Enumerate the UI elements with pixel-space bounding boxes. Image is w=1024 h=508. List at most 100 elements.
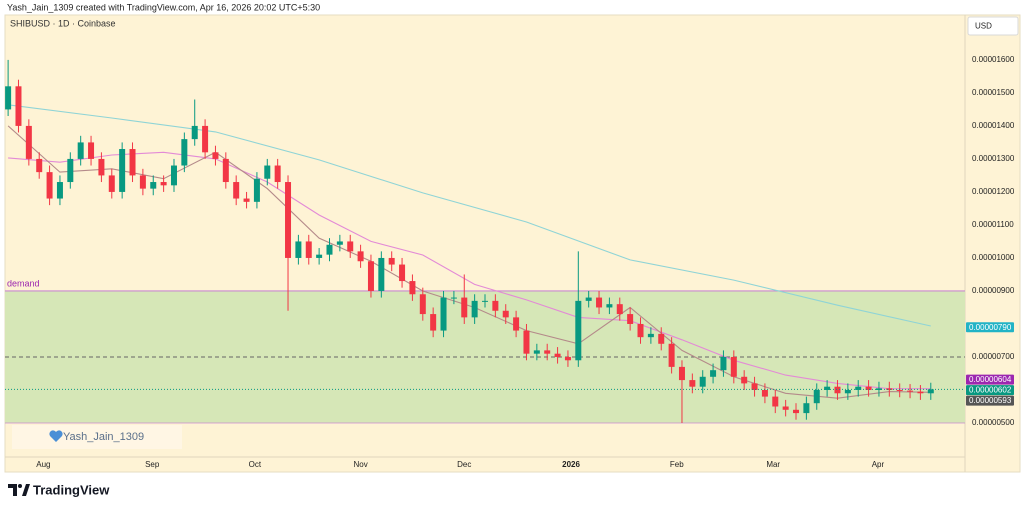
candle-body — [139, 175, 146, 189]
y-tick-label: 0.00000900 — [972, 286, 1015, 295]
candle-body — [77, 142, 84, 159]
candle-body — [482, 300, 488, 302]
price-label: 0.00000602 — [969, 386, 1012, 395]
candle-body — [119, 149, 126, 192]
y-tick-label: 0.00001000 — [972, 253, 1015, 262]
candle-body — [46, 172, 53, 199]
logo-mark — [22, 484, 30, 496]
y-tick-label: 0.00001300 — [972, 154, 1015, 163]
price-label-box — [966, 395, 1014, 406]
candle-body — [803, 403, 810, 414]
candle-body — [596, 297, 603, 308]
price-label-box — [966, 374, 1014, 385]
candle-body — [399, 264, 406, 282]
candle-body — [222, 158, 229, 183]
candle-body — [575, 300, 582, 361]
watermark-box — [12, 425, 182, 449]
candle-body — [585, 297, 592, 301]
y-tick-label: 0.00001500 — [972, 88, 1015, 97]
watermark-text: Yash_Jain_1309 — [63, 431, 144, 443]
x-tick-label: Apr — [872, 460, 885, 469]
candle-body — [502, 310, 509, 318]
candle-body — [627, 314, 634, 324]
heart-icon — [49, 430, 63, 442]
candle-body — [88, 142, 95, 159]
candle-body — [855, 386, 862, 390]
candle-body — [347, 241, 354, 252]
candle-body — [720, 356, 727, 371]
candle-body — [108, 175, 115, 192]
candle-body — [430, 314, 437, 331]
x-tick-label: 2026 — [562, 460, 580, 469]
candle-body — [813, 389, 820, 404]
candle-body — [927, 389, 934, 394]
candle-body — [606, 304, 613, 308]
candle-body — [264, 165, 271, 179]
candle-body — [907, 390, 914, 392]
candle-body — [844, 389, 851, 394]
price-label: 0.00000593 — [969, 396, 1012, 405]
candle-body — [533, 350, 540, 354]
candle-body — [253, 178, 260, 202]
candle-body — [544, 350, 551, 354]
candle-body — [513, 317, 520, 331]
candle-body — [668, 343, 675, 367]
x-tick-label: Feb — [670, 460, 684, 469]
candle-body — [637, 323, 644, 338]
candle-body — [450, 297, 457, 299]
logo-mark — [8, 484, 17, 496]
candle-body — [316, 254, 323, 258]
candle-body — [824, 386, 831, 390]
symbol-title: SHIBUSD · 1D · Coinbase — [10, 18, 116, 28]
price-label: 0.00000790 — [969, 323, 1012, 332]
candle-body — [181, 139, 188, 166]
candle-body — [388, 257, 395, 265]
price-label-box — [966, 385, 1014, 396]
candle-body — [772, 396, 779, 407]
y-tick-label: 0.00001600 — [972, 55, 1015, 64]
brand-logo — [8, 484, 30, 496]
candle-body — [336, 241, 343, 245]
candle-body — [782, 406, 789, 410]
x-tick-label: Mar — [766, 460, 780, 469]
candle-body — [917, 391, 924, 394]
y-tick-label: 0.00000700 — [972, 352, 1015, 361]
candle-body — [564, 356, 571, 361]
candle-body — [15, 86, 22, 126]
candle-body — [170, 165, 177, 186]
candle-body — [658, 333, 665, 344]
candle-body — [191, 125, 198, 140]
currency-box[interactable] — [967, 16, 1019, 36]
candle-body — [326, 244, 333, 255]
x-tick-label: Oct — [249, 460, 262, 469]
candle-body — [793, 409, 800, 414]
candle-body — [67, 158, 74, 183]
plot-area: demand — [5, 59, 965, 424]
candle-body — [285, 182, 292, 258]
brand-name: TradingView — [33, 482, 110, 497]
candle-body — [730, 356, 737, 377]
candle-body — [689, 380, 696, 387]
x-tick-label: Nov — [353, 460, 367, 469]
candle-body — [305, 241, 312, 258]
candle-body — [98, 158, 105, 176]
candle-body — [5, 86, 12, 110]
candle-body — [243, 198, 250, 202]
y-tick-label: 0.00001200 — [972, 187, 1015, 196]
candle-body — [212, 152, 219, 159]
x-tick-label: Dec — [457, 460, 471, 469]
y-tick-label: 0.00001400 — [972, 121, 1015, 130]
candle-body — [554, 353, 561, 357]
candle-body — [367, 261, 374, 291]
candle-body — [699, 376, 706, 387]
price-label-box — [966, 322, 1014, 333]
candle-body — [865, 386, 872, 390]
candle-body — [616, 304, 623, 315]
candle-body — [761, 389, 768, 397]
candle-body — [678, 366, 685, 381]
candle-body — [896, 389, 903, 391]
candle-body — [295, 241, 302, 258]
candle-body — [274, 165, 281, 183]
